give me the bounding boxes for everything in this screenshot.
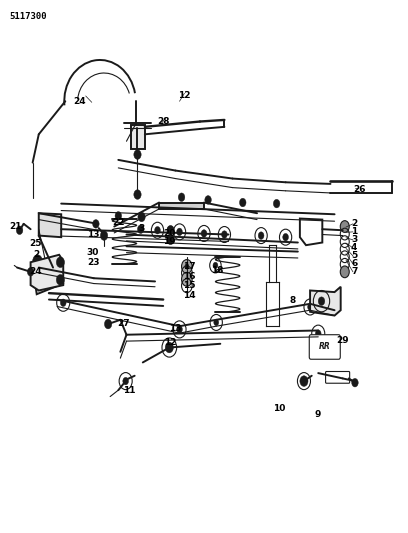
Circle shape bbox=[167, 225, 174, 235]
Circle shape bbox=[340, 266, 349, 278]
Text: 6: 6 bbox=[351, 260, 357, 268]
Text: 2: 2 bbox=[33, 250, 39, 259]
Circle shape bbox=[205, 196, 211, 204]
Circle shape bbox=[201, 230, 207, 237]
Circle shape bbox=[100, 231, 108, 240]
Circle shape bbox=[182, 272, 192, 286]
Polygon shape bbox=[39, 213, 61, 237]
Text: 12: 12 bbox=[164, 338, 177, 346]
Text: 21: 21 bbox=[9, 222, 22, 231]
Polygon shape bbox=[33, 256, 63, 294]
Circle shape bbox=[178, 193, 185, 201]
Text: 3: 3 bbox=[351, 236, 357, 244]
Circle shape bbox=[60, 299, 66, 306]
Text: 2: 2 bbox=[351, 220, 357, 228]
Polygon shape bbox=[310, 287, 341, 316]
Text: 9: 9 bbox=[314, 410, 321, 419]
Text: 14: 14 bbox=[183, 291, 195, 300]
Text: 20: 20 bbox=[163, 229, 175, 238]
Circle shape bbox=[352, 378, 358, 387]
Circle shape bbox=[283, 233, 288, 241]
Circle shape bbox=[222, 231, 227, 238]
Circle shape bbox=[182, 260, 192, 273]
Circle shape bbox=[165, 342, 173, 353]
Circle shape bbox=[177, 228, 182, 236]
Text: 24: 24 bbox=[73, 97, 86, 106]
Text: 15: 15 bbox=[183, 281, 195, 290]
Text: 10: 10 bbox=[273, 405, 286, 413]
Polygon shape bbox=[131, 125, 145, 149]
Circle shape bbox=[134, 190, 141, 199]
Circle shape bbox=[16, 226, 23, 235]
Circle shape bbox=[115, 212, 122, 220]
Text: 19: 19 bbox=[163, 237, 175, 246]
Text: 30: 30 bbox=[87, 248, 99, 256]
Circle shape bbox=[214, 319, 219, 326]
Text: 5117300: 5117300 bbox=[9, 12, 47, 21]
Circle shape bbox=[185, 264, 189, 269]
Text: 13: 13 bbox=[87, 230, 99, 239]
Text: 11: 11 bbox=[124, 386, 136, 395]
Circle shape bbox=[123, 377, 129, 385]
Text: 13: 13 bbox=[169, 325, 182, 333]
Polygon shape bbox=[31, 255, 63, 290]
Circle shape bbox=[177, 326, 182, 333]
Circle shape bbox=[93, 220, 99, 228]
Text: 26: 26 bbox=[353, 185, 365, 193]
Circle shape bbox=[340, 221, 349, 232]
Text: 25: 25 bbox=[30, 239, 42, 248]
Circle shape bbox=[104, 319, 112, 329]
Text: 4: 4 bbox=[351, 244, 357, 252]
Circle shape bbox=[315, 330, 321, 337]
Text: 16: 16 bbox=[183, 272, 195, 280]
FancyBboxPatch shape bbox=[309, 335, 340, 359]
Circle shape bbox=[137, 225, 144, 233]
Text: 7: 7 bbox=[351, 268, 357, 276]
Text: 29: 29 bbox=[337, 336, 349, 344]
Circle shape bbox=[239, 198, 246, 207]
Circle shape bbox=[320, 299, 323, 303]
Text: 5: 5 bbox=[351, 252, 357, 260]
FancyBboxPatch shape bbox=[326, 372, 350, 383]
Text: 22: 22 bbox=[112, 219, 124, 227]
Circle shape bbox=[318, 297, 325, 305]
Text: 1: 1 bbox=[351, 228, 357, 236]
Circle shape bbox=[138, 212, 145, 222]
Circle shape bbox=[167, 226, 174, 235]
Circle shape bbox=[273, 199, 280, 208]
Text: 24: 24 bbox=[30, 268, 42, 276]
Circle shape bbox=[56, 257, 64, 268]
Text: RR: RR bbox=[319, 343, 330, 351]
Circle shape bbox=[308, 304, 313, 310]
Text: 27: 27 bbox=[117, 319, 129, 328]
Circle shape bbox=[56, 274, 64, 285]
Circle shape bbox=[155, 227, 160, 234]
Circle shape bbox=[134, 150, 141, 159]
Circle shape bbox=[213, 262, 218, 269]
Text: 28: 28 bbox=[157, 117, 169, 126]
Text: 17: 17 bbox=[183, 262, 195, 271]
Circle shape bbox=[300, 376, 308, 386]
Text: 12: 12 bbox=[178, 92, 191, 100]
Circle shape bbox=[167, 235, 174, 245]
Text: 3: 3 bbox=[139, 224, 145, 232]
Circle shape bbox=[27, 268, 34, 276]
Text: 18: 18 bbox=[211, 266, 224, 275]
Circle shape bbox=[258, 232, 264, 239]
Circle shape bbox=[33, 255, 42, 268]
Text: 23: 23 bbox=[87, 259, 99, 267]
Text: 8: 8 bbox=[290, 296, 296, 304]
Polygon shape bbox=[159, 203, 204, 209]
